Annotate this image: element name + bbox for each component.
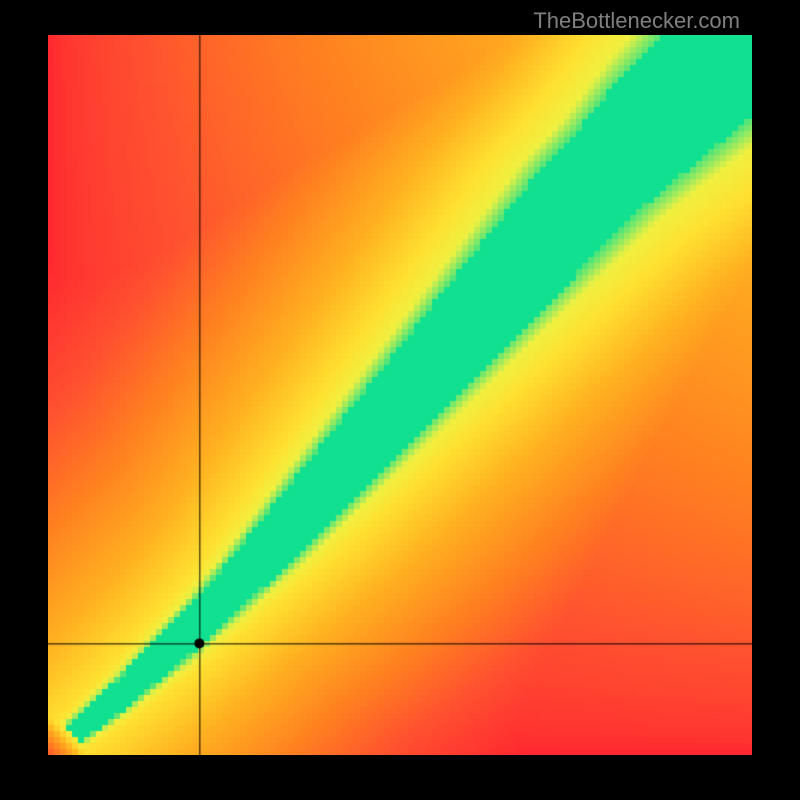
attribution-text: TheBottlenecker.com bbox=[533, 8, 740, 34]
chart-container: TheBottlenecker.com bbox=[0, 0, 800, 800]
plot-area bbox=[48, 35, 752, 755]
heatmap-canvas bbox=[48, 35, 752, 755]
